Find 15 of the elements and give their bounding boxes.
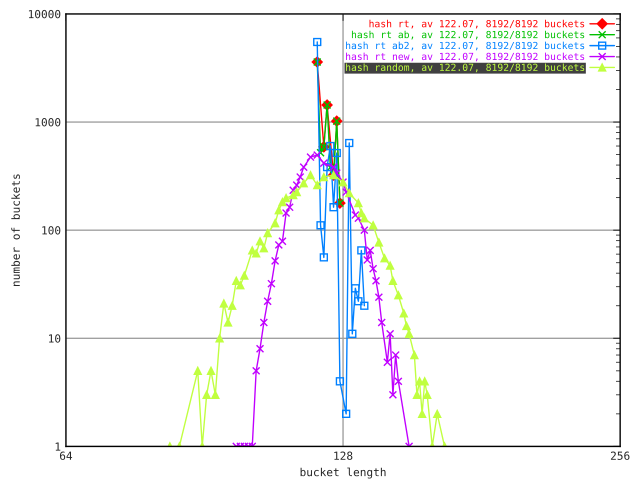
y-tick-label: 100 (42, 226, 60, 235)
legend-label: hash rt new, av 122.07, 8192/8192 buckets (346, 52, 584, 62)
legend-label: hash random, av 122.07, 8192/8192 buckets (346, 63, 584, 72)
legend-label: hash rt ab2, av 122.07, 8192/8192 buckets (346, 42, 584, 50)
x-tick-label: 64 (60, 452, 72, 460)
x-axis-title: bucket length (300, 468, 386, 479)
y-tick-label: 10 (49, 334, 60, 343)
x-tick-label: 256 (610, 452, 630, 460)
y-tick-label: 10000 (28, 10, 60, 18)
legend-label: hash rt ab, av 122.07, 8192/8192 buckets (352, 30, 584, 40)
y-tick-label: 1 (56, 442, 60, 451)
y-axis-title: number of buckets (11, 174, 20, 286)
legend-label: hash rt, av 122.07, 8192/8192 buckets (370, 20, 584, 29)
x-tick-label: 128 (334, 452, 352, 460)
y-tick-label: 1000 (36, 118, 60, 126)
